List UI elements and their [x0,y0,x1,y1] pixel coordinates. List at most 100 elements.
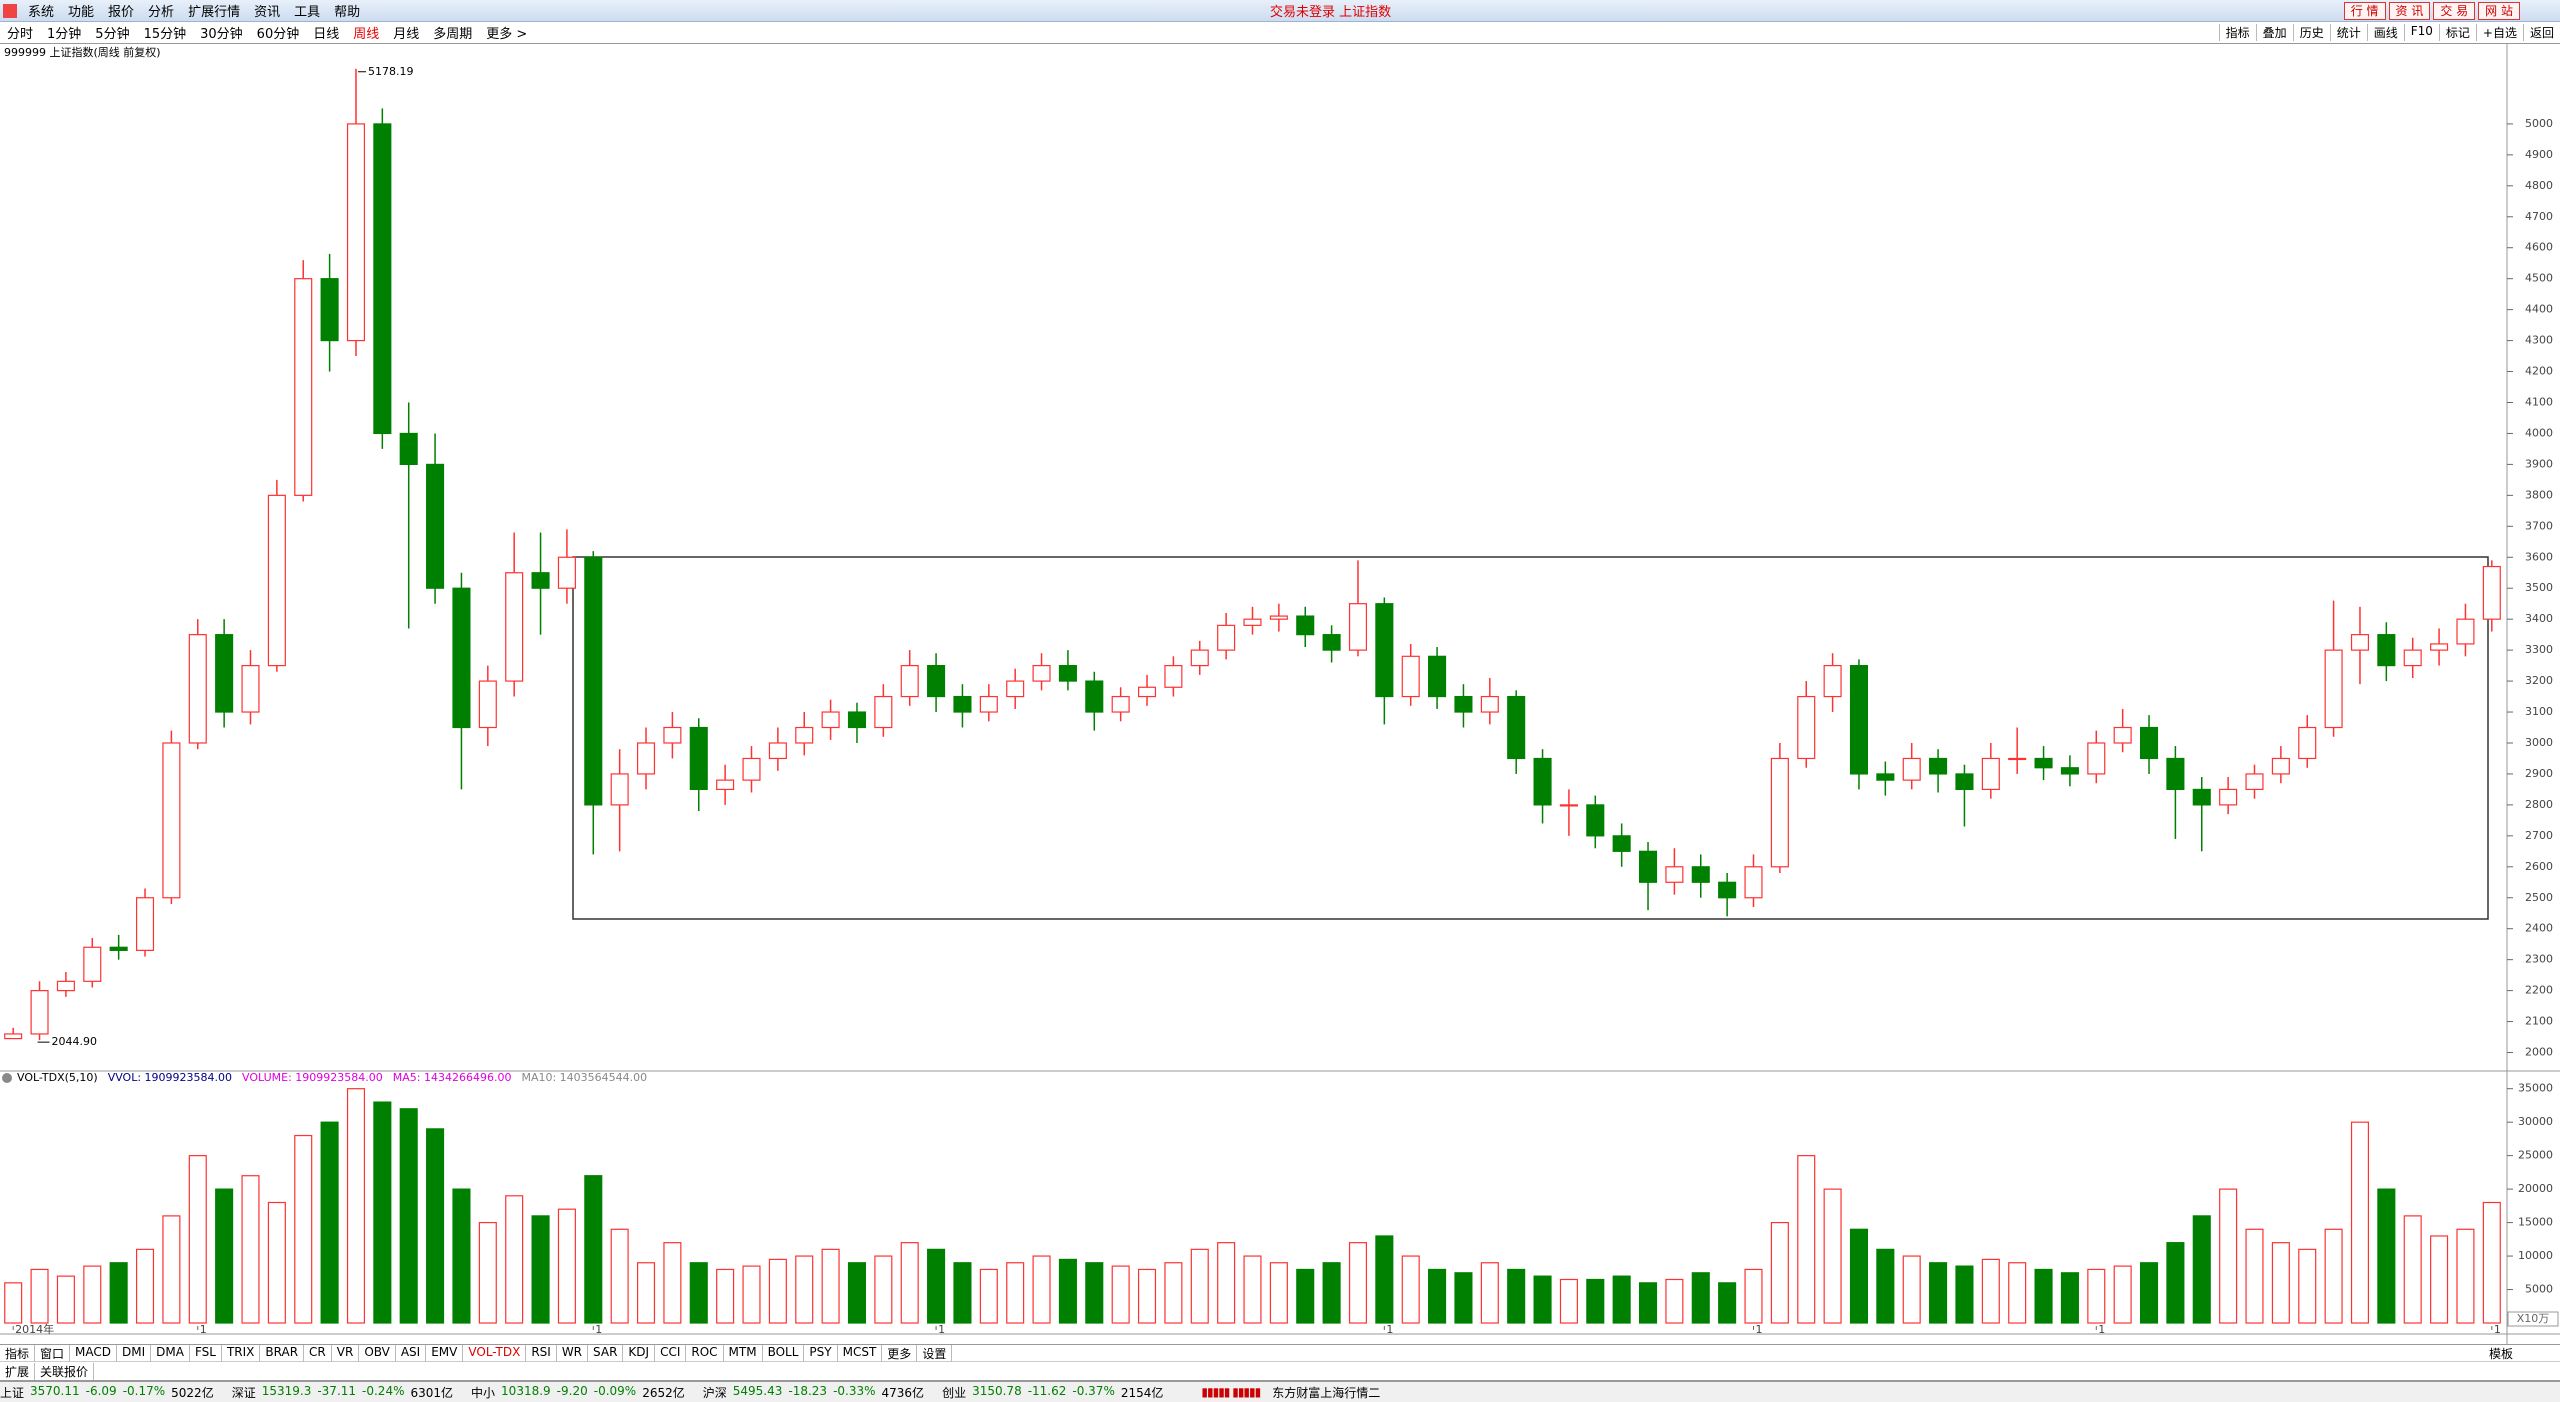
volume-bar [610,1228,629,1324]
period-tab[interactable]: 月线 [393,27,420,42]
volume-bar [2034,1268,2053,1324]
period-tab[interactable]: 5分钟 [95,27,130,42]
period-tab[interactable]: 15分钟 [143,27,187,42]
volume-bar [1428,1268,1447,1324]
candle-body [584,556,603,806]
menu-item[interactable]: 帮助 [334,5,361,20]
period-tab[interactable]: 日线 [313,27,340,42]
volume-bar [241,1175,260,1324]
quote-percent: -0.33% [833,1383,876,1398]
menu-item[interactable]: 系统 [28,5,55,20]
x-tick-label: 1 [2098,1323,2105,1336]
indicator-tab[interactable]: SAR [588,1344,624,1362]
indicator-tab[interactable]: VOL-TDX [463,1344,527,1362]
menu-item[interactable]: 分析 [148,5,175,20]
volume-bar [2298,1248,2317,1324]
indicator-tab[interactable]: 设置 [917,1344,953,1362]
candle-body [2298,726,2317,760]
candle-body [1533,757,1552,806]
period-tab[interactable]: 60分钟 [256,27,300,42]
period-tab[interactable]: 分时 [7,27,34,42]
indicator-tab[interactable]: 更多 [882,1344,918,1362]
indicator-tab[interactable]: BOLL [763,1344,805,1362]
menu-button[interactable]: 交 易 [2433,1,2476,20]
volume-bar [1955,1265,1974,1324]
volume-bar [2008,1262,2027,1324]
tool-button[interactable]: 指标 [2218,24,2256,41]
indicator-tab[interactable]: BRAR [260,1344,305,1362]
indicator-tab[interactable]: MTM [724,1344,763,1362]
candle-body [1480,695,1499,713]
volume-bar [531,1215,550,1324]
quote-change: -37.11 [317,1383,357,1398]
indicator-tab[interactable]: OBV [359,1344,396,1362]
quote-change: -11.62 [1027,1383,1067,1398]
menu-item[interactable]: 扩展行情 [188,5,241,20]
volume-bar [2245,1228,2264,1324]
candle-body [505,572,524,682]
tool-button[interactable]: 统计 [2329,24,2367,41]
y-tick-label: 3700 [2525,519,2553,532]
indicator-tab[interactable]: CR [304,1344,332,1362]
tool-button[interactable]: 返回 [2522,24,2560,41]
indicator-tab[interactable]: EMV [426,1344,464,1362]
tool-button[interactable]: +自选 [2475,24,2523,41]
period-tab[interactable]: 更多 > [486,27,528,42]
menu-button[interactable]: 资 讯 [2388,1,2431,20]
tool-button[interactable]: 叠加 [2255,24,2293,41]
tool-button[interactable]: 画线 [2366,24,2404,41]
indicator-tab[interactable]: PSY [804,1344,838,1362]
tool-button[interactable]: 标记 [2438,24,2476,41]
tool-button[interactable]: 历史 [2292,24,2330,41]
volume-bar [1902,1255,1921,1324]
indicator-tab[interactable]: VR [332,1344,360,1362]
indicator-tab[interactable]: MCST [838,1344,883,1362]
sub-tab[interactable]: 关联报价 [35,1362,95,1380]
indicator-tab[interactable]: DMA [151,1344,190,1362]
candle-body [953,695,972,713]
indicator-tab[interactable]: KDJ [623,1344,656,1362]
period-tab[interactable]: 1分钟 [47,27,82,42]
candle-body [663,726,682,744]
indicator-tab[interactable]: ROC [686,1344,724,1362]
panel-icon [2,1073,12,1083]
menu-button[interactable]: 网 站 [2478,1,2520,20]
candle-body [1322,634,1341,651]
period-tab[interactable]: 周线 [353,27,380,42]
volume-bar [1111,1265,1130,1324]
quote-percent: -0.37% [1072,1383,1115,1398]
template-button[interactable]: 模板 [2488,1346,2513,1361]
menu-item[interactable]: 资讯 [254,5,281,20]
indicator-tab[interactable]: TRIX [222,1344,261,1362]
menu-item[interactable]: 报价 [108,5,135,20]
menu-button[interactable]: 行 情 [2343,1,2386,20]
indicator-tab[interactable]: MACD [70,1344,118,1362]
candle-body [2008,757,2027,761]
period-tab[interactable]: 多周期 [433,27,473,42]
indicator-tab[interactable]: CCI [655,1344,687,1362]
indicator-tab[interactable]: RSI [526,1344,557,1362]
menu-list: 系统 功能 报价 分析 扩展行情 资讯 工具 帮助 [21,1,367,20]
indicator-tab[interactable]: FSL [190,1344,222,1362]
volume-bar [294,1134,313,1324]
y-tick-label: 2900 [2525,767,2553,780]
indicator-tab[interactable]: ASI [396,1344,427,1362]
volume-bar [1718,1282,1737,1324]
indicator-tab[interactable]: 指标 [0,1344,36,1362]
indicator-tab[interactable]: DMI [117,1344,152,1362]
candle-body [1955,773,1974,791]
period-tab[interactable]: 30分钟 [200,27,243,42]
indicator-tab[interactable]: 窗口 [35,1344,71,1362]
indicator-tab[interactable]: WR [557,1344,589,1362]
quote-amount: 4736亿 [881,1385,925,1400]
menu-item[interactable]: 功能 [68,5,95,20]
quote-price: 3570.11 [30,1383,80,1398]
sub-tab[interactable]: 扩展 [0,1362,36,1380]
candle-body [135,897,155,951]
volume-bar [1269,1262,1288,1324]
tool-buttons: 指标 叠加 历史 统计 画线 F10 标记 +自选 返回 [2218,24,2560,41]
candle-body [1586,804,1605,837]
menu-item[interactable]: 工具 [294,5,321,20]
tool-button[interactable]: F10 [2403,24,2439,41]
